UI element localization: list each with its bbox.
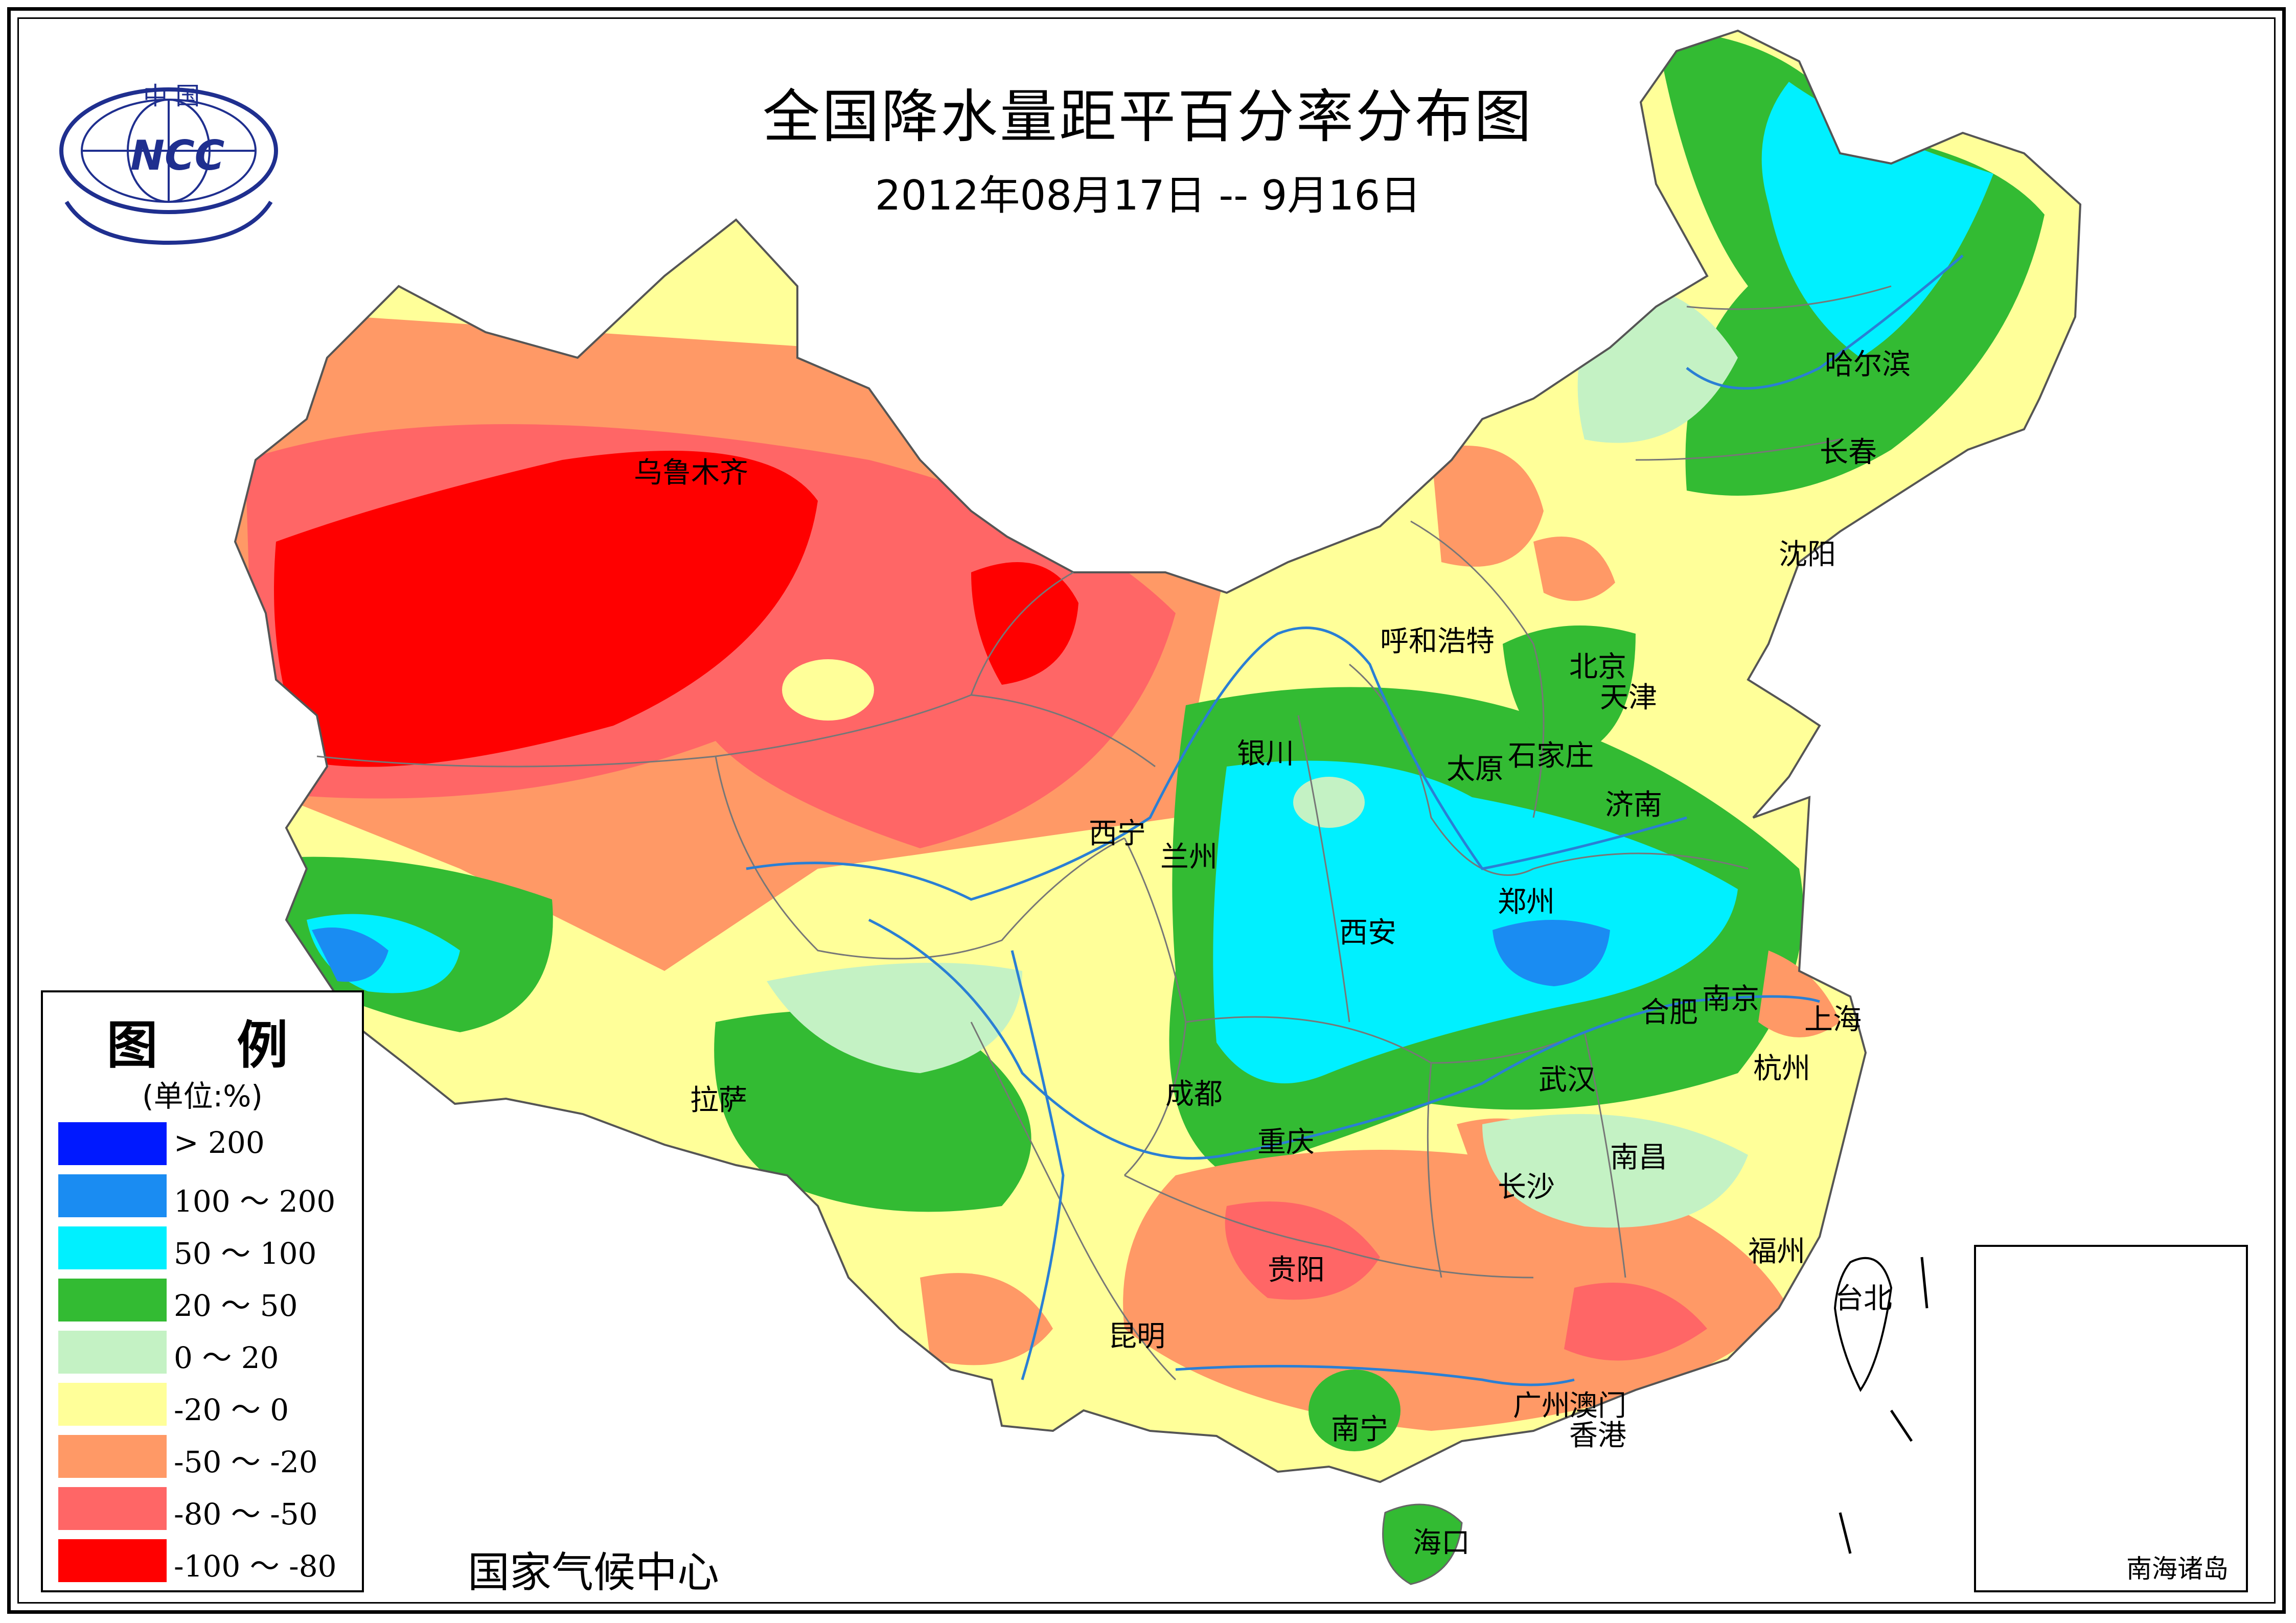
legend-item: -80 ～ -50 [58,1483,355,1532]
legend-swatch [58,1383,167,1426]
city-label: 拉萨 [690,1084,747,1117]
legend-label: -80 ～ -50 [174,1497,318,1532]
city-label: 贵阳 [1268,1254,1325,1287]
city-label: 杭州 [1753,1052,1810,1085]
legend-label: -50 ～ -20 [174,1445,318,1479]
city-label: 合肥 [1641,996,1698,1029]
legend-item: -20 ～ 0 [58,1379,355,1427]
city-label: 武汉 [1539,1063,1596,1097]
legend-label: > 200 [174,1125,265,1160]
legend-item: -100 ～ -80 [58,1535,355,1584]
city-label: 南昌 [1610,1141,1667,1174]
ncc-logo [59,87,278,245]
legend-label: 50 ～ 100 [174,1236,317,1271]
inset-label: 南海诸岛 [2126,1554,2229,1584]
legend-swatch [58,1122,167,1165]
legend-label: 20 ～ 50 [174,1288,298,1323]
city-label: 澳门 [1569,1389,1626,1423]
legend-label: -20 ～ 0 [174,1393,289,1427]
outer-frame [7,7,2286,1614]
city-label: 南宁 [1331,1413,1388,1446]
legend-item: -50 ～ -20 [58,1431,355,1479]
legend: 图 例 (单位:%) > 200 100 ～ 200 50 ～ 100 20 ～… [41,990,364,1592]
city-label: 沈阳 [1779,538,1836,571]
city-label: 西宁 [1089,817,1146,850]
city-label: 银川 [1237,737,1294,771]
agency-name: 国家气候中心 [468,1548,720,1597]
city-label: 兰州 [1160,841,1218,874]
legend-item: 0 ～ 20 [58,1327,355,1375]
city-label: 海口 [1413,1526,1470,1560]
city-label: 太原 [1447,753,1504,786]
city-label: 乌鲁木齐 [634,456,748,490]
legend-label: -100 ～ -80 [174,1549,337,1584]
city-label: 上海 [1804,1003,1862,1036]
legend-item: > 200 [58,1118,355,1165]
city-label: 南京 [1702,983,1759,1016]
legend-swatch [58,1331,167,1374]
legend-swatch [58,1226,167,1269]
city-label: 济南 [1605,789,1662,822]
legend-swatch [58,1487,167,1530]
city-label: 成都 [1165,1078,1223,1111]
legend-swatch [58,1279,167,1321]
city-label: 西安 [1339,916,1396,949]
legend-swatch [58,1539,167,1582]
legend-item: 50 ～ 100 [58,1222,355,1271]
city-label: 哈尔滨 [1825,348,1911,381]
city-label: 长春 [1820,436,1877,469]
city-label: 昆明 [1108,1320,1165,1353]
city-label: 香港 [1569,1419,1626,1452]
map-title: 全国降水量距平百分率分布图 [763,84,1533,150]
city-label: 重庆 [1257,1126,1315,1159]
city-label: 长沙 [1498,1171,1555,1204]
legend-item: 20 ～ 50 [58,1274,355,1323]
legend-label: 0 ～ 20 [174,1340,279,1375]
city-label: 广州 [1513,1389,1570,1423]
legend-item: 100 ～ 200 [58,1170,355,1219]
logo-top-text: 中 国 [143,82,200,110]
city-label: 台北 [1835,1282,1892,1315]
city-label: 呼和浩特 [1380,625,1495,658]
map-date-range: 2012年08月17日 -- 9月16日 [875,172,1421,219]
legend-label: 100 ～ 200 [174,1184,336,1219]
legend-swatch [58,1174,167,1217]
south-china-sea-inset [1974,1245,2248,1592]
inner-frame [17,17,2276,1604]
legend-unit: (单位:%) [142,1079,263,1114]
logo-center-text: NCC [130,132,225,179]
legend-swatch [58,1435,167,1478]
city-label: 北京 [1569,651,1626,684]
city-label: 石家庄 [1508,739,1594,773]
legend-title: 图 例 [106,1015,319,1075]
city-label: 福州 [1748,1235,1805,1268]
city-label: 郑州 [1498,886,1555,919]
city-label: 天津 [1600,681,1657,714]
